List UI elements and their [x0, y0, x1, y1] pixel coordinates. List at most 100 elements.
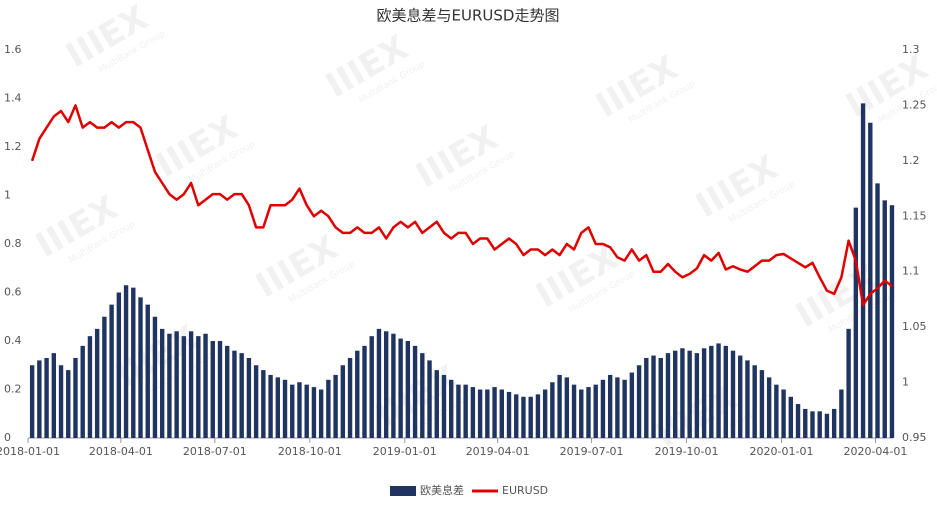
- y2-tick-label: 1.2: [902, 154, 920, 167]
- bar: [622, 379, 627, 438]
- bar: [290, 384, 295, 438]
- bar: [268, 374, 273, 438]
- legend-swatch: [390, 486, 416, 496]
- y2-tick-label: 0.95: [902, 431, 927, 444]
- bar: [369, 336, 374, 438]
- bar: [159, 328, 165, 438]
- bar: [167, 333, 172, 438]
- bar: [37, 360, 42, 438]
- bar: [766, 377, 772, 438]
- chart-title: 欧美息差与EURUSD走势图: [377, 7, 560, 25]
- bar: [94, 328, 100, 438]
- bar: [586, 387, 591, 438]
- bar: [716, 343, 721, 438]
- bar: [477, 389, 483, 438]
- bar: [116, 292, 122, 438]
- bar: [152, 316, 158, 438]
- y-tick-label: 0.4: [4, 334, 22, 347]
- bar: [673, 350, 678, 438]
- bar: [188, 331, 194, 438]
- bar: [759, 370, 765, 438]
- bar: [687, 350, 692, 438]
- bar: [87, 336, 93, 438]
- bar: [701, 348, 707, 438]
- bar: [217, 341, 223, 438]
- bar: [665, 353, 671, 438]
- bar: [528, 396, 533, 438]
- bar: [123, 285, 129, 438]
- x-tick-label: 2020-01-01: [750, 445, 814, 458]
- bar: [860, 103, 866, 438]
- bar: [239, 353, 244, 438]
- bar: [600, 379, 606, 438]
- bar: [694, 353, 700, 438]
- bar: [745, 360, 750, 438]
- bar: [109, 304, 114, 438]
- y-tick-label: 1: [4, 189, 11, 202]
- x-tick-label: 2018-04-01: [89, 445, 153, 458]
- y-tick-label: 0.2: [4, 383, 22, 396]
- y-tick-label: 1.6: [4, 43, 22, 56]
- bar: [658, 357, 663, 438]
- bar: [738, 355, 743, 438]
- bar: [709, 345, 714, 438]
- bar: [51, 353, 57, 438]
- y-tick-label: 1.2: [4, 140, 22, 153]
- bar: [318, 389, 324, 438]
- bar: [607, 374, 613, 438]
- bar: [203, 333, 208, 438]
- bar: [485, 389, 490, 438]
- bar: [232, 350, 237, 438]
- line: [30, 104, 893, 307]
- bar: [506, 391, 512, 438]
- bar: [449, 379, 454, 438]
- x-tick-label: 2020-04-01: [843, 445, 907, 458]
- bar: [145, 304, 150, 438]
- bar: [629, 372, 635, 438]
- bar: [225, 345, 230, 438]
- y-tick-label: 0.6: [4, 286, 22, 299]
- bar: [557, 374, 562, 438]
- bar: [571, 384, 577, 438]
- bar: [831, 408, 837, 438]
- y2-tick-label: 1: [902, 376, 909, 389]
- bar: [434, 370, 439, 438]
- bar: [803, 408, 808, 438]
- bar: [391, 333, 396, 438]
- x-tick-label: 2019-10-01: [655, 445, 719, 458]
- bar: [875, 183, 880, 438]
- x-tick-label: 2019-01-01: [373, 445, 437, 458]
- bar: [463, 384, 468, 438]
- bar: [44, 357, 49, 438]
- bar: [492, 387, 497, 438]
- bar: [846, 328, 851, 438]
- y2-tick-label: 1.15: [902, 209, 927, 222]
- bar: [383, 331, 389, 438]
- bar: [405, 341, 411, 438]
- bar: [889, 205, 895, 438]
- bar: [297, 382, 302, 438]
- bar: [326, 379, 331, 438]
- bar: [839, 389, 844, 438]
- bar: [882, 200, 887, 438]
- bar: [499, 389, 504, 438]
- bar: [138, 297, 143, 438]
- bar: [311, 387, 317, 438]
- bar: [521, 396, 526, 438]
- bar: [333, 374, 338, 438]
- y-tick-label: 0: [4, 431, 11, 444]
- bar: [181, 336, 187, 438]
- bar: [824, 413, 830, 438]
- bar: [210, 341, 215, 438]
- x-tick-label: 2018-01-01: [0, 445, 60, 458]
- bar: [542, 389, 548, 438]
- bar: [362, 345, 367, 438]
- bar: [174, 331, 179, 438]
- bar: [810, 411, 815, 438]
- bar: [80, 345, 85, 438]
- bar: [261, 370, 266, 438]
- bar: [615, 377, 620, 438]
- bar: [66, 370, 71, 438]
- bar: [853, 207, 859, 438]
- bar: [58, 365, 64, 438]
